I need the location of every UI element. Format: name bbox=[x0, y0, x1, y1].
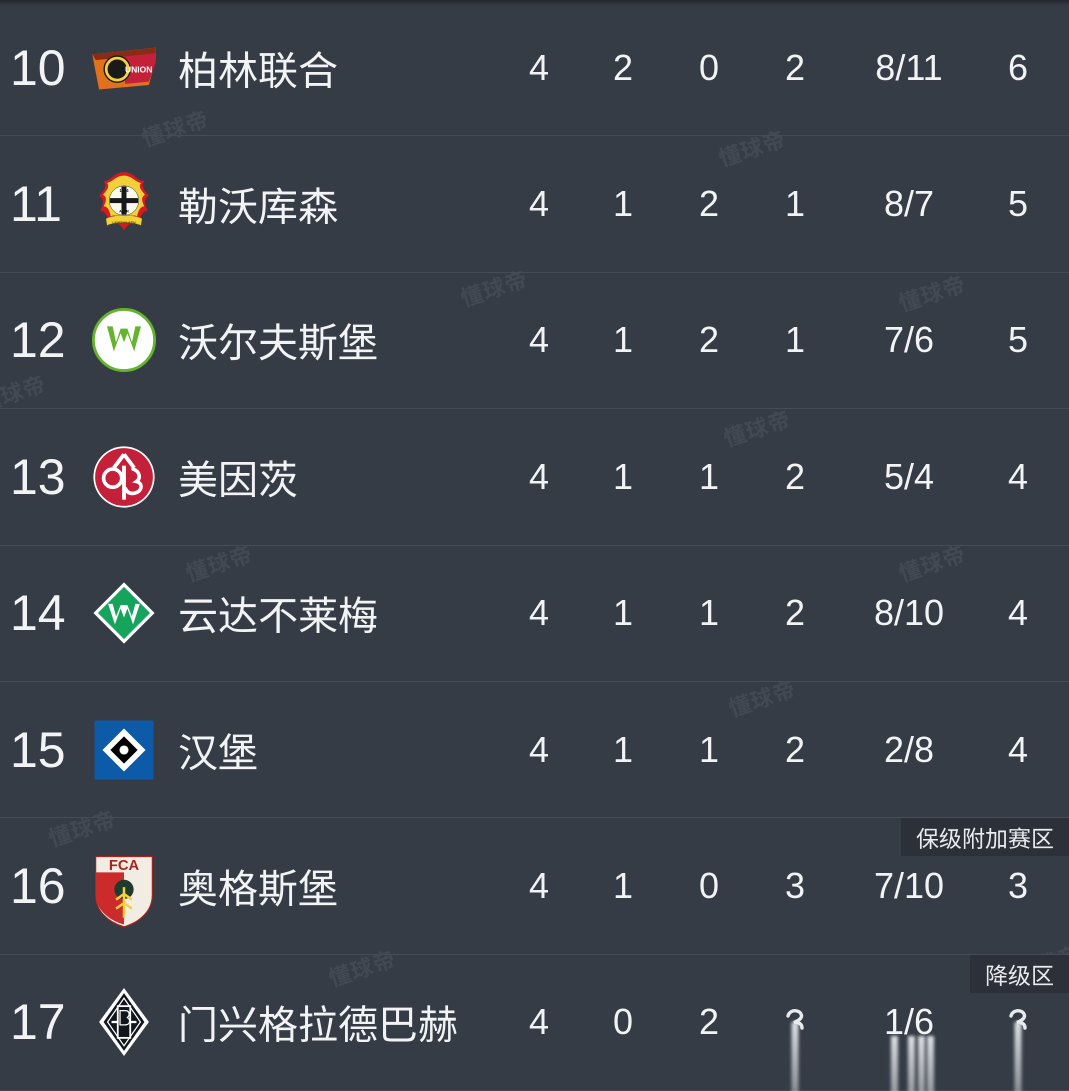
svg-text:AYER: AYER bbox=[119, 210, 129, 214]
svg-text:LEVERKUSEN: LEVERKUSEN bbox=[112, 221, 136, 225]
svg-text:B: B bbox=[130, 199, 134, 205]
svg-text:FCA: FCA bbox=[109, 858, 140, 874]
svg-text:UNION: UNION bbox=[125, 64, 152, 74]
svg-text:1904: 1904 bbox=[119, 188, 129, 193]
svg-text:B: B bbox=[115, 199, 119, 205]
